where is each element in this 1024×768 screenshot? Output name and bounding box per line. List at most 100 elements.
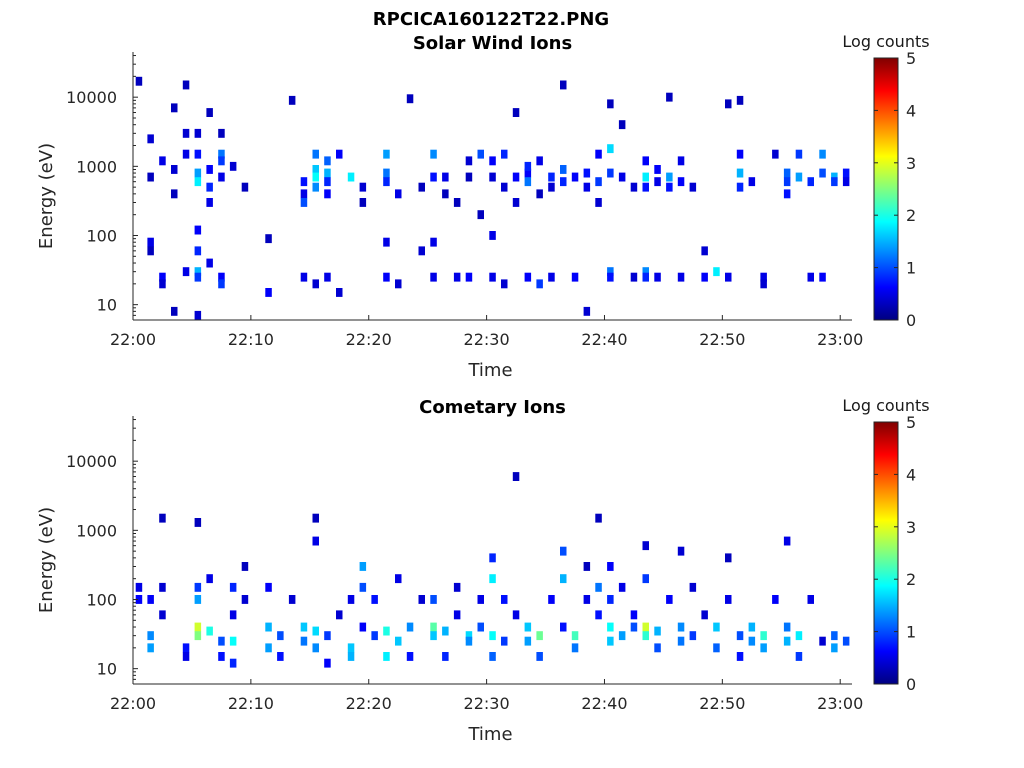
heatmap-cell [524,177,532,187]
heatmap-cell [677,622,685,632]
x-tick-label: 22:10 [228,694,274,713]
heatmap-cell [642,541,649,551]
heatmap-cell [465,156,473,166]
heatmap-cell [560,177,567,187]
heatmap-cell [147,643,154,653]
heatmap-cell [618,631,626,641]
heatmap-cell [548,272,555,282]
heatmap-cell [418,182,425,192]
heatmap-cell [194,225,202,235]
heatmap-cell [194,595,202,604]
heatmap-cell [536,279,543,289]
heatmap-cell [194,622,202,632]
heatmap-cell [560,622,567,632]
heatmap-cell [241,182,249,192]
heatmap-cell [347,652,355,661]
heatmap-cell [194,177,202,187]
heatmap-cell [713,267,720,277]
heatmap-cell [312,279,319,289]
colorbar-tick-label: 4 [906,465,916,484]
heatmap-cell [618,172,626,182]
heatmap-cell [607,272,614,282]
heatmap-cell [489,231,496,240]
heatmap-cell [560,574,567,584]
heatmap-cell [501,149,508,159]
colorbar-tick-label: 0 [906,311,916,330]
x-tick-label: 22:10 [228,330,274,349]
heatmap-cell [159,272,166,282]
heatmap-cell [595,610,602,620]
heatmap-cell [760,643,767,653]
heatmap-cell [206,165,213,174]
heatmap-cell [218,279,225,289]
y-tick-label: 1000 [76,157,117,176]
heatmap-cell [677,636,685,646]
heatmap-cells [135,472,850,668]
x-tick-label: 23:00 [817,694,863,713]
heatmap-cell [760,279,767,289]
heatmap-cell [654,177,661,187]
heatmap-cell [512,108,520,117]
heatmap-cell [630,622,638,632]
heatmap-cell [194,128,202,138]
heatmap-cell [159,513,166,523]
heatmap-cell [607,267,614,277]
plot-area [133,416,852,684]
colorbar-tick-label: 1 [906,623,916,642]
heatmap-cell [571,643,579,653]
x-tick-label: 23:00 [817,330,863,349]
heatmap-cell [666,92,673,102]
heatmap-cell [842,177,850,187]
heatmap-cell [595,582,602,592]
heatmap-cell [147,172,154,182]
heatmap-cell [560,546,567,556]
heatmap-cell [642,574,649,584]
heatmap-cell [300,272,308,282]
heatmap-cell [159,610,166,620]
heatmap-cell [819,168,826,178]
heatmap-cell [524,272,532,282]
heatmap-cell [630,272,638,282]
heatmap-cell [795,172,803,182]
heatmap-cell [831,643,838,653]
heatmap-cell [277,631,284,641]
heatmap-cell [489,272,496,282]
heatmap-cell [654,165,661,174]
heatmap-cell [277,652,284,661]
heatmap-cell [748,177,756,187]
x-tick-label: 22:30 [464,330,510,349]
heatmap-cell [453,272,461,282]
heatmap-cell [229,658,237,668]
heatmap-cell [265,582,272,592]
colorbar-tick-label: 5 [906,49,916,68]
y-tick-label: 100 [86,590,117,609]
heatmap-cell [807,272,814,282]
heatmap-cell [772,149,779,159]
heatmap-cell [383,237,390,247]
heatmap-cell [795,652,803,661]
heatmap-cell [371,595,378,604]
heatmap-cell [512,610,520,620]
heatmap-cell [677,546,685,556]
heatmap-cell [453,582,461,592]
heatmap-cell [206,574,213,584]
heatmap-cell [406,94,414,104]
heatmap-cell [324,156,331,166]
colorbar-tick-label: 3 [906,154,916,173]
heatmap-cell [642,272,649,282]
heatmap-cell [182,643,190,653]
heatmap-cell [807,177,814,187]
heatmap-cell [583,168,591,178]
heatmap-cell [159,279,166,289]
heatmap-cell [218,149,225,159]
heatmap-cell [135,595,143,604]
heatmap-cell [607,562,614,571]
heatmap-cell [312,149,319,159]
heatmap-cell [736,631,744,641]
heatmap-cell [548,182,555,192]
colorbar-tick-label: 4 [906,101,916,120]
heatmap-cell [819,272,826,282]
heatmap-cell [465,272,473,282]
heatmap-cell [159,582,166,592]
